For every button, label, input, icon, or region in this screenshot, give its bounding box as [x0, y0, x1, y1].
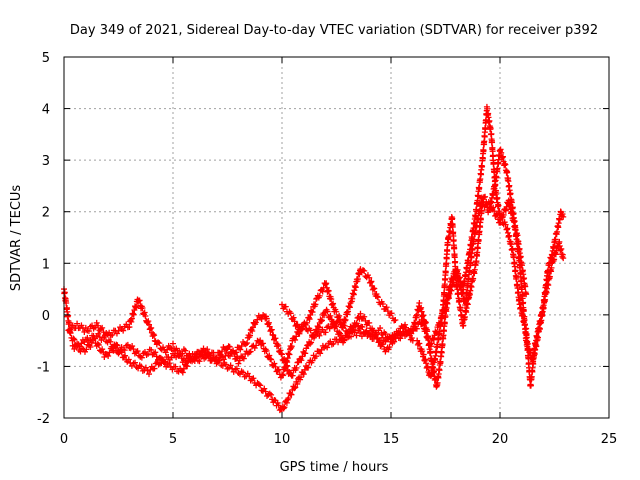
y-tick-label: 0 — [42, 309, 50, 324]
x-axis-label: GPS time / hours — [280, 460, 389, 475]
x-tick-label: 25 — [601, 432, 618, 447]
point-markers — [418, 193, 530, 350]
y-tick-label: 2 — [42, 206, 50, 221]
x-tick-label: 10 — [274, 432, 291, 447]
chart-title: Day 349 of 2021, Sidereal Day-to-day VTE… — [70, 23, 598, 38]
series-arc-e — [409, 103, 567, 390]
data-points — [61, 103, 567, 414]
y-axis-label: SDTVAR / TECUs — [9, 185, 24, 292]
axis-ticks: 0 5 10 15 20 25 -2 -1 0 1 2 3 4 5 — [37, 51, 617, 447]
x-tick-label: 0 — [60, 432, 68, 447]
x-tick-label: 20 — [492, 432, 509, 447]
series-arc-d — [279, 266, 399, 333]
x-tick-label: 15 — [383, 432, 400, 447]
series-arc-f — [414, 146, 567, 379]
point-markers — [279, 266, 399, 333]
x-tick-label: 5 — [169, 432, 177, 447]
y-tick-label: -1 — [37, 360, 50, 375]
y-tick-label: 4 — [42, 103, 50, 118]
point-markers — [414, 146, 567, 379]
point-markers — [69, 306, 416, 379]
point-markers — [409, 103, 567, 390]
y-tick-label: 3 — [42, 154, 50, 169]
y-tick-label: -2 — [37, 412, 50, 427]
y-tick-label: 1 — [42, 257, 50, 272]
series-arc-c — [69, 306, 416, 379]
series-arc-g — [418, 193, 530, 350]
y-tick-label: 5 — [42, 51, 50, 66]
plot-frame — [63, 56, 610, 419]
